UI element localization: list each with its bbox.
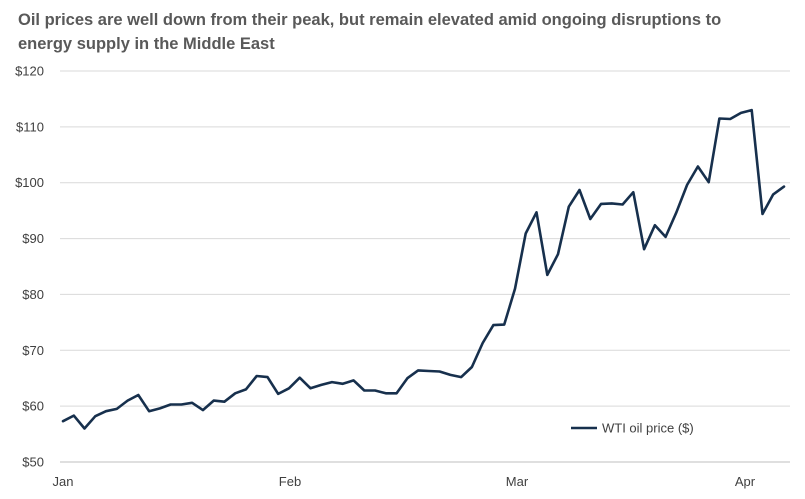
series-layer [61, 108, 786, 430]
series-line-wti [61, 108, 786, 430]
y-tick-label: $70 [22, 343, 44, 358]
y-tick-label: $80 [22, 287, 44, 302]
y-tick-label: $100 [15, 175, 44, 190]
y-tick-label: $120 [15, 64, 44, 79]
x-tick-label: Mar [506, 474, 529, 489]
x-axis: Jan Feb Mar Apr [53, 474, 756, 489]
y-axis: $50 $60 $70 $80 $90 $100 $110 $120 [15, 64, 44, 470]
x-tick-label: Jan [53, 474, 74, 489]
y-tick-label: $110 [16, 119, 44, 134]
gridlines [60, 70, 790, 463]
x-tick-label: Apr [735, 474, 756, 489]
y-tick-label: $50 [22, 455, 44, 470]
chart-title: Oil prices are well down from their peak… [18, 11, 722, 53]
y-tick-label: $60 [22, 399, 44, 414]
legend: WTI oil price ($) [571, 421, 694, 436]
y-tick-label: $90 [22, 231, 44, 246]
legend-label: WTI oil price ($) [602, 421, 694, 436]
x-tick-label: Feb [279, 474, 301, 489]
